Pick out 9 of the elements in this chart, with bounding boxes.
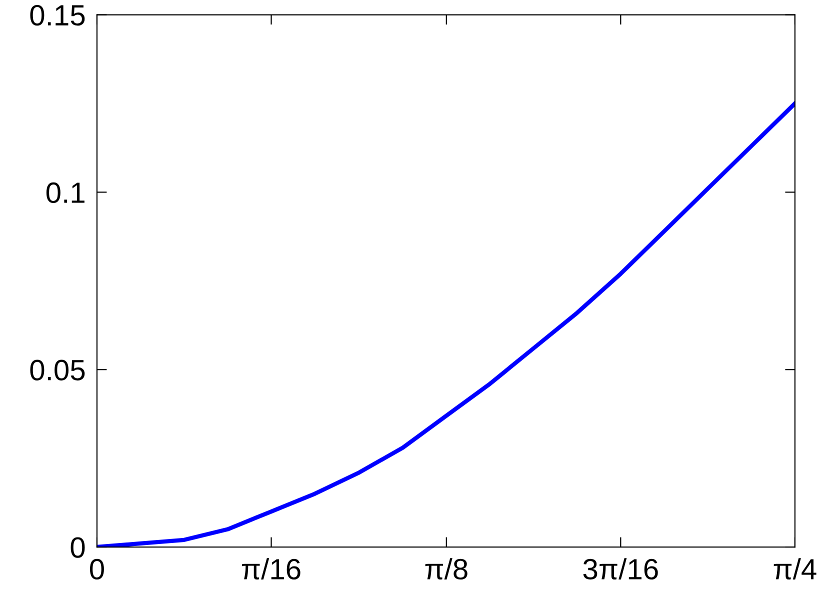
x-tick-label: π/4	[774, 558, 816, 580]
y-tick-label: 0.15	[30, 4, 85, 26]
y-tick-label: 0.1	[46, 182, 84, 204]
x-tick-label: 3π/16	[583, 558, 658, 580]
y-tick-label: 0.05	[30, 360, 85, 380]
x-tick-label: 0	[90, 558, 104, 580]
y-tick-label: 0	[70, 537, 85, 558]
x-tick-label: π/16	[242, 558, 300, 580]
x-tick-label: π/8	[425, 558, 468, 580]
